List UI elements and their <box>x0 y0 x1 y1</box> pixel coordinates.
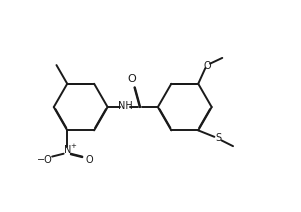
Text: S: S <box>215 133 221 143</box>
Text: O: O <box>86 155 93 165</box>
Text: +: + <box>70 143 76 149</box>
Text: N: N <box>64 145 71 155</box>
Text: O: O <box>127 74 136 84</box>
Text: O: O <box>203 61 211 71</box>
Text: −O: −O <box>37 155 53 165</box>
Text: NH: NH <box>118 101 132 111</box>
